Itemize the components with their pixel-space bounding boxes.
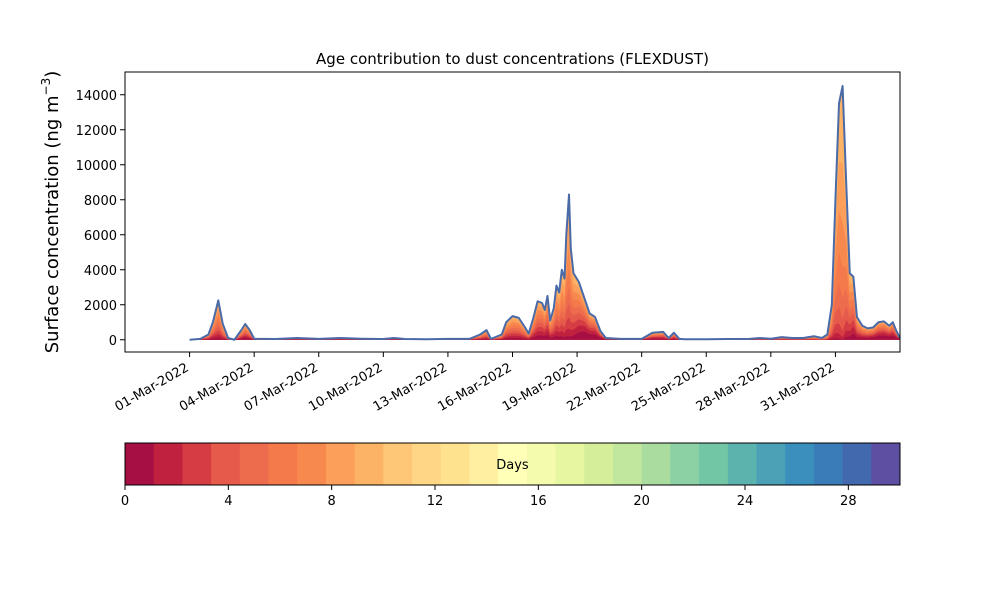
colorbar-frame bbox=[124, 442, 901, 486]
y-axis-label-close: ) bbox=[42, 71, 63, 78]
y-tick-label: 10000 bbox=[76, 159, 117, 174]
y-tick-label: 8000 bbox=[84, 194, 117, 209]
colorbar-segment bbox=[297, 443, 327, 485]
colorbar-tick-label: 4 bbox=[224, 494, 232, 509]
colorbar-segment bbox=[268, 443, 298, 485]
colorbar-segment bbox=[584, 443, 614, 485]
colorbar-label: Days bbox=[496, 458, 529, 473]
colorbar-tick-label: 28 bbox=[840, 494, 857, 509]
age-layer-5-days bbox=[189, 251, 900, 340]
age-layer-0-days bbox=[189, 331, 900, 340]
y-tick-label: 0 bbox=[109, 334, 117, 349]
colorbar-segment bbox=[670, 443, 700, 485]
colorbar-ticks: 0 4 8 12 16 20 24 28 bbox=[121, 485, 857, 509]
colorbar bbox=[124, 442, 901, 486]
colorbar-segment bbox=[211, 443, 241, 485]
colorbar-tick-label: 8 bbox=[328, 494, 336, 509]
colorbar-tick-label: 16 bbox=[530, 494, 547, 509]
y-tick-label: 12000 bbox=[76, 124, 117, 139]
colorbar-segment bbox=[354, 443, 384, 485]
colorbar-segment bbox=[469, 443, 499, 485]
colorbar-segment bbox=[412, 443, 442, 485]
total-line-path bbox=[189, 85, 901, 341]
colorbar-segment bbox=[325, 443, 356, 485]
y-tick-label: 2000 bbox=[84, 299, 117, 314]
colorbar-tick-label: 20 bbox=[633, 494, 650, 509]
chart-title: Age contribution to dust concentrations … bbox=[316, 50, 709, 68]
colorbar-segment bbox=[756, 443, 786, 485]
colorbar-segment bbox=[813, 443, 844, 485]
x-axis-ticks: 01-Mar-202204-Mar-202207-Mar-202210-Mar-… bbox=[112, 352, 837, 415]
y-axis-label: Surface concentration (ng m−3) bbox=[39, 71, 63, 354]
age-layer-8-days bbox=[189, 86, 900, 340]
colorbar-segment bbox=[526, 443, 557, 485]
y-axis-label-exponent: −3 bbox=[39, 78, 53, 96]
y-tick-label: 14000 bbox=[76, 89, 117, 104]
colorbar-segment bbox=[842, 443, 872, 485]
colorbar-segment bbox=[182, 443, 212, 485]
stacked-area-layers bbox=[189, 86, 900, 340]
colorbar-segment bbox=[612, 443, 643, 485]
y-tick-label: 4000 bbox=[84, 264, 117, 279]
y-axis-ticks: 0 2000 4000 6000 8000 10000 12000 14000 bbox=[76, 89, 125, 349]
colorbar-segment bbox=[153, 443, 183, 485]
colorbar-segment bbox=[125, 443, 155, 485]
colorbar-segment bbox=[727, 443, 757, 485]
total-concentration-line bbox=[189, 85, 901, 341]
y-axis-label-main: Surface concentration (ng m bbox=[42, 95, 63, 353]
x-tick-label: 31-Mar-2022 bbox=[758, 360, 837, 414]
colorbar-tick-label: 24 bbox=[737, 494, 754, 509]
plot-frame bbox=[124, 71, 901, 353]
colorbar-segment bbox=[871, 443, 901, 485]
colorbar-segment bbox=[440, 443, 470, 485]
colorbar-segment bbox=[498, 443, 528, 485]
y-tick-label: 6000 bbox=[84, 229, 117, 244]
colorbar-segment bbox=[555, 443, 585, 485]
colorbar-segment bbox=[785, 443, 815, 485]
colorbar-tick-label: 12 bbox=[427, 494, 444, 509]
colorbar-tick-label: 0 bbox=[121, 494, 129, 509]
colorbar-segment bbox=[641, 443, 671, 485]
colorbar-segment bbox=[239, 443, 270, 485]
colorbar-segment bbox=[383, 443, 413, 485]
colorbar-segment bbox=[699, 443, 729, 485]
